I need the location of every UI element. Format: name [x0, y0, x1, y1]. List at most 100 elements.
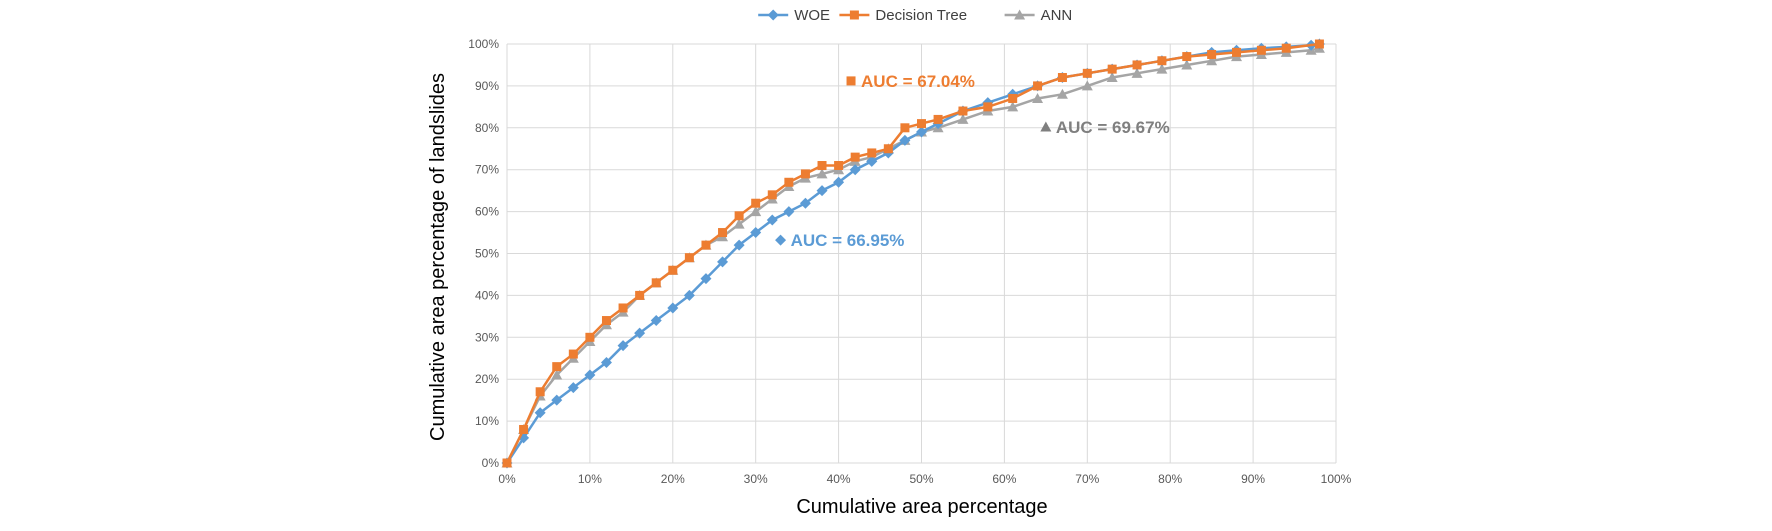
grid-lines: [506, 43, 1337, 464]
data-point-ann: [551, 369, 563, 380]
data-point-decision-tree: [1107, 64, 1117, 74]
auc-annotations: AUC = 67.04% AUC = 69.67% AUC = 66.95%: [775, 72, 1170, 250]
x-tick-label: 40%: [827, 472, 851, 486]
legend-label: ANN: [1041, 7, 1073, 24]
data-point-decision-tree: [734, 211, 744, 221]
x-tick-label: 70%: [1075, 472, 1099, 486]
data-point-decision-tree: [1232, 47, 1242, 57]
data-point-woe: [634, 327, 646, 339]
data-point-ann: [1032, 92, 1044, 103]
y-axis-title: Cumulative area percentage of landslides: [427, 73, 449, 441]
data-point-decision-tree: [635, 290, 645, 300]
data-point-decision-tree: [1157, 56, 1167, 66]
data-point-decision-tree: [958, 106, 968, 116]
data-point-decision-tree: [718, 228, 728, 238]
data-point-decision-tree: [1132, 60, 1142, 70]
data-point-decision-tree: [668, 265, 678, 275]
data-point-decision-tree: [684, 253, 694, 263]
auc-label: AUC = 69.67%: [1056, 118, 1170, 137]
data-point-decision-tree: [1182, 52, 1192, 62]
legend-item-woe: WOE: [758, 7, 830, 24]
x-tick-label: 90%: [1241, 472, 1265, 486]
legend-marker-icon: [1014, 9, 1026, 20]
data-point-woe: [700, 273, 712, 285]
data-point-woe: [799, 197, 811, 209]
data-point-woe: [600, 356, 612, 368]
data-point-decision-tree: [917, 119, 926, 129]
y-tick-label: 100%: [468, 37, 499, 51]
data-point-decision-tree: [1207, 49, 1217, 59]
data-point-woe: [551, 394, 563, 406]
y-tick-label: 90%: [475, 79, 499, 93]
data-point-decision-tree: [1008, 93, 1018, 103]
auc-marker-icon: [846, 76, 856, 86]
data-point-woe: [866, 155, 878, 167]
data-point-decision-tree: [834, 161, 844, 171]
y-tick-label: 50%: [475, 247, 499, 261]
data-point-decision-tree: [1281, 43, 1291, 53]
y-tick-label: 70%: [475, 163, 499, 177]
data-point-woe: [833, 176, 845, 188]
data-point-woe: [766, 214, 778, 226]
data-point-woe: [650, 315, 662, 327]
data-point-ann: [733, 218, 745, 229]
auc-marker-icon: [775, 234, 787, 246]
data-point-woe: [750, 227, 762, 239]
data-point-decision-tree: [767, 190, 777, 200]
data-point-decision-tree: [701, 240, 711, 250]
data-point-ann: [750, 206, 762, 217]
data-point-decision-tree: [850, 152, 860, 162]
legend-label: Decision Tree: [875, 7, 967, 24]
data-point-woe: [617, 340, 629, 352]
data-point-decision-tree: [900, 123, 910, 133]
data-point-decision-tree: [1314, 39, 1324, 49]
data-point-decision-tree: [1057, 73, 1067, 83]
legend: WOE Decision Tree ANN: [758, 7, 1072, 24]
y-tick-label: 40%: [475, 288, 499, 302]
data-point-decision-tree: [800, 169, 810, 179]
y-tick-label: 60%: [475, 205, 499, 219]
x-axis-title: Cumulative area percentage: [796, 496, 1047, 518]
y-tick-label: 30%: [475, 330, 499, 344]
x-axis-ticks: 0% 10% 20% 30% 40% 50% 60% 70% 80% 90% 100%: [498, 472, 1351, 486]
data-point-decision-tree: [585, 332, 595, 342]
data-point-decision-tree: [552, 362, 562, 372]
auc-label: AUC = 67.04%: [861, 72, 975, 91]
data-point-decision-tree: [1256, 45, 1266, 55]
data-point-decision-tree: [502, 458, 512, 468]
data-point-ann: [1181, 59, 1193, 70]
data-point-decision-tree: [867, 148, 877, 158]
x-tick-label: 60%: [992, 472, 1016, 486]
x-tick-label: 20%: [661, 472, 685, 486]
x-tick-label: 10%: [578, 472, 602, 486]
data-point-decision-tree: [983, 102, 993, 112]
legend-marker-icon: [767, 9, 779, 21]
data-point-decision-tree: [568, 349, 578, 359]
data-point-woe: [717, 256, 729, 268]
data-point-decision-tree: [651, 278, 661, 288]
x-tick-label: 80%: [1158, 472, 1182, 486]
data-point-ann: [957, 113, 969, 124]
data-point-woe: [899, 134, 911, 146]
data-point-woe: [816, 185, 828, 197]
series-decision-tree: [502, 39, 1324, 468]
data-point-decision-tree: [1082, 68, 1092, 78]
y-tick-label: 80%: [475, 121, 499, 135]
series-lines: [501, 38, 1325, 469]
data-point-decision-tree: [817, 161, 827, 171]
data-point-ann: [1081, 80, 1093, 91]
data-point-decision-tree: [1033, 81, 1043, 91]
data-point-ann: [1206, 55, 1218, 66]
x-tick-label: 30%: [744, 472, 768, 486]
data-point-woe: [667, 302, 679, 314]
auc-marker-icon: [1040, 121, 1052, 132]
data-point-woe: [916, 126, 927, 138]
data-point-decision-tree: [883, 144, 893, 154]
data-point-ann: [1056, 88, 1068, 99]
data-point-woe: [534, 407, 546, 419]
data-point-ann: [1106, 72, 1118, 83]
data-point-decision-tree: [519, 424, 529, 434]
auc-label: AUC = 66.95%: [791, 231, 905, 250]
legend-item-decision-tree: Decision Tree: [839, 7, 967, 24]
